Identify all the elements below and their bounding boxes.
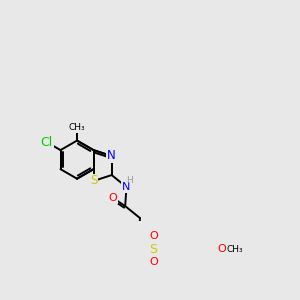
- Text: N: N: [107, 149, 116, 163]
- Text: CH₃: CH₃: [69, 123, 85, 132]
- Text: N: N: [122, 182, 131, 192]
- Text: CH₃: CH₃: [226, 244, 243, 253]
- Text: S: S: [90, 175, 97, 188]
- Text: O: O: [149, 231, 158, 241]
- Text: Cl: Cl: [41, 136, 53, 149]
- Text: O: O: [218, 244, 226, 254]
- Text: O: O: [149, 257, 158, 267]
- Text: H: H: [126, 176, 133, 185]
- Text: O: O: [109, 193, 118, 203]
- Text: S: S: [149, 243, 158, 256]
